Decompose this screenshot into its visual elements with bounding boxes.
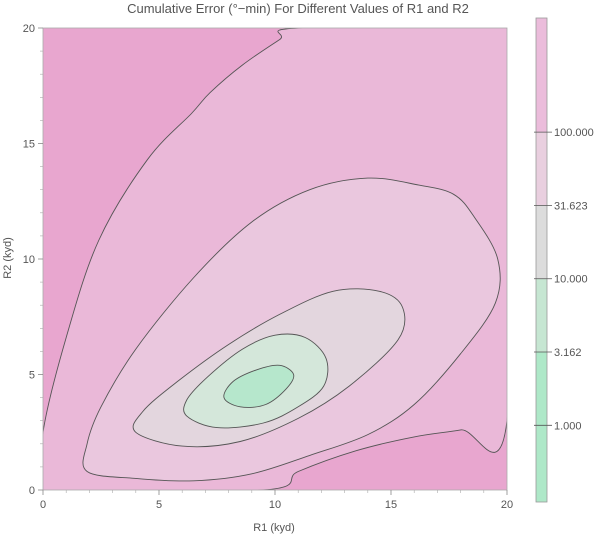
legend-tick-label-3.162: 3.162 xyxy=(554,347,582,359)
x-axis: 0 5 10 15 20 xyxy=(40,490,513,511)
chart-title: Cumulative Error (°−min) For Different V… xyxy=(127,1,469,16)
legend-tick-label-10.000: 10.000 xyxy=(554,274,588,286)
x-tick-label-20: 20 xyxy=(501,499,513,511)
y-axis: 0 5 10 15 20 xyxy=(23,23,43,497)
legend-tick-label-100.000: 100.000 xyxy=(554,127,594,139)
x-tick-label-15: 15 xyxy=(385,499,397,511)
x-axis-title: R1 (kyd) xyxy=(253,522,295,534)
legend-tick-label-31.623: 31.623 xyxy=(554,200,588,212)
y-tick-label-10: 10 xyxy=(23,254,35,266)
plot-area xyxy=(43,28,507,490)
y-tick-label-5: 5 xyxy=(29,370,35,382)
legend-tick-label-1.000: 1.000 xyxy=(554,420,582,432)
legend-bar xyxy=(535,17,548,503)
x-tick-label-5: 5 xyxy=(156,499,162,511)
y-axis-title: R2 (kyd) xyxy=(2,237,14,279)
x-tick-label-0: 0 xyxy=(40,499,46,511)
y-tick-label-0: 0 xyxy=(29,485,35,497)
y-tick-label-20: 20 xyxy=(23,23,35,35)
x-tick-label-10: 10 xyxy=(269,499,281,511)
contour-level-5 xyxy=(223,364,295,408)
y-tick-label-15: 15 xyxy=(23,139,35,151)
color-legend: 1.000 3.162 10.000 31.623 100.000 xyxy=(534,17,594,503)
